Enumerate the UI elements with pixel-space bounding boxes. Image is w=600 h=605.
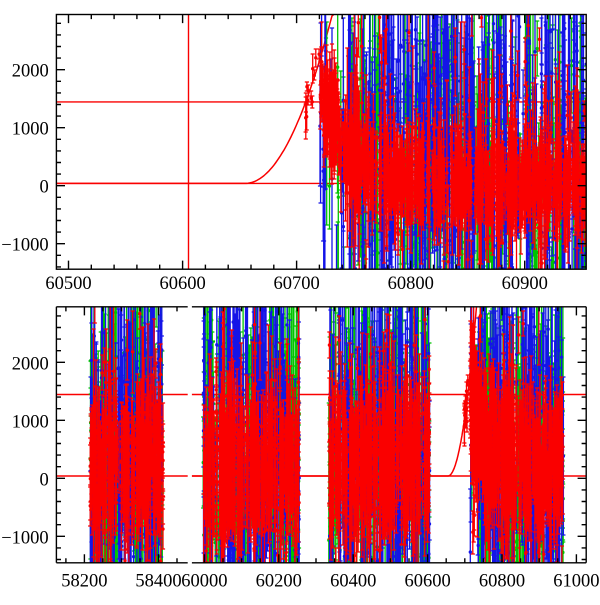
svg-text:2000: 2000 — [12, 354, 49, 374]
svg-text:1000: 1000 — [12, 120, 49, 140]
svg-text:60600: 60600 — [159, 274, 205, 294]
svg-text:0: 0 — [39, 470, 48, 490]
svg-text:58200: 58200 — [61, 571, 107, 591]
svg-text:58400: 58400 — [135, 571, 181, 591]
svg-text:60800: 60800 — [388, 274, 434, 294]
svg-text:0: 0 — [39, 178, 48, 198]
svg-text:60400: 60400 — [330, 571, 376, 591]
svg-text:60700: 60700 — [273, 274, 319, 294]
svg-text:60900: 60900 — [502, 274, 548, 294]
svg-text:2000: 2000 — [12, 62, 49, 82]
svg-text:60000: 60000 — [181, 571, 227, 591]
svg-text:1000: 1000 — [12, 412, 49, 432]
svg-text:−1000: −1000 — [1, 236, 48, 256]
svg-text:60200: 60200 — [256, 571, 302, 591]
svg-text:61000: 61000 — [553, 571, 599, 591]
svg-text:60800: 60800 — [479, 571, 525, 591]
svg-text:−1000: −1000 — [1, 528, 48, 548]
svg-text:60600: 60600 — [404, 571, 450, 591]
svg-text:60500: 60500 — [45, 274, 91, 294]
